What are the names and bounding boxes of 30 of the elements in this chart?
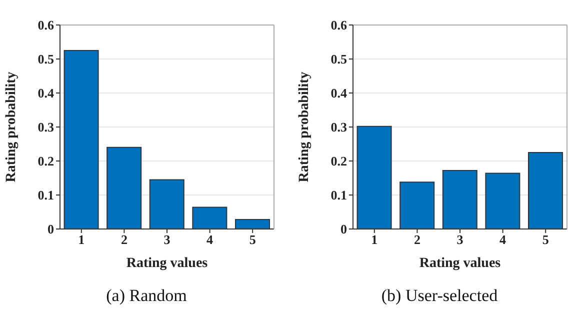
y-tick-label: 0.5 [38,52,54,67]
x-axis-title: Rating values [126,256,208,271]
y-tick-label: 0.5 [330,52,348,67]
y-tick-label: 0.6 [330,18,348,33]
x-tick-label: 4 [500,232,507,248]
y-tick-label: 0.3 [330,120,348,135]
x-tick-label: 2 [120,232,128,248]
y-axis-title: Rating probability [4,72,19,182]
x-tick-label: 1 [78,232,85,248]
x-tick-label: 3 [456,232,464,248]
x-tick-label: 3 [164,232,171,248]
y-tick-label: 0.2 [38,154,54,169]
text: (a) Random [105,286,188,306]
y-axis-title: Rating probability [296,72,312,182]
x-axis-title: Rating values [419,256,502,271]
y-tick-label: 0.3 [38,120,54,135]
x-tick-label: 4 [206,232,214,248]
x-tick-label: 5 [542,232,550,248]
x-tick-label: 5 [249,232,256,248]
y-tick-label: 0 [48,222,54,237]
y-tick-label: 0.4 [38,86,54,101]
x-tick-label: 2 [414,232,420,248]
y-tick-label: 0.4 [330,86,348,101]
text: (b) User-selected [380,286,499,306]
x-tick-label: 1 [371,232,378,248]
y-tick-label: 0.6 [38,18,54,33]
y-tick-label: 0.1 [330,188,347,203]
y-tick-label: 0.1 [38,188,54,203]
y-tick-label: 0 [340,222,347,237]
y-tick-label: 0.2 [330,154,347,169]
